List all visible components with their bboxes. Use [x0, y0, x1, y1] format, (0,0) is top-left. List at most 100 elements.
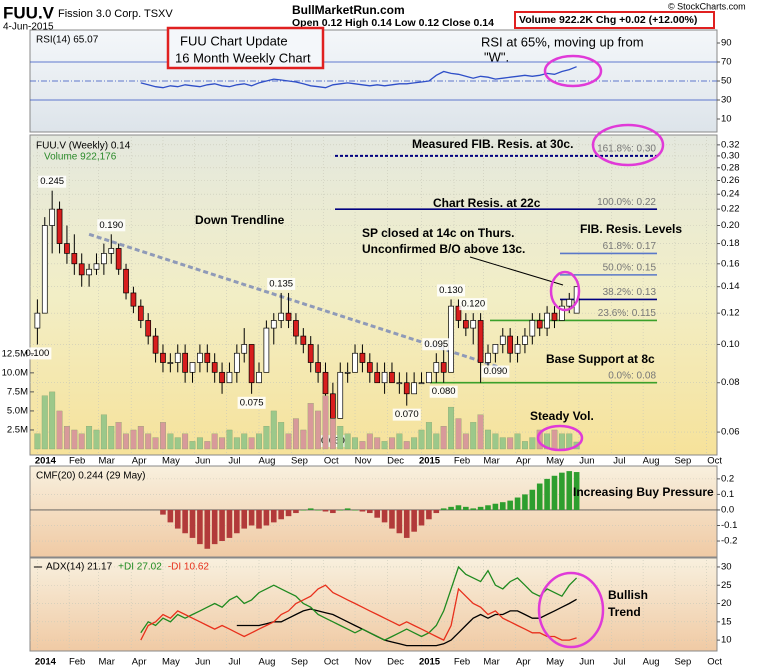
candle-body [174, 352, 181, 363]
x-tick-label: Aug [643, 657, 660, 668]
volume-change: Volume 922.2K Chg +0.02 (+12.00%) [519, 14, 697, 26]
candle-body [123, 268, 129, 294]
level-label: 161.8%: 0.30 [597, 144, 656, 155]
candle-body [566, 299, 573, 307]
bar [492, 503, 499, 510]
bar [204, 509, 211, 549]
y-tick-label: 20 [721, 598, 732, 609]
candle-body [499, 335, 506, 345]
bar [529, 489, 536, 510]
bar [285, 433, 292, 450]
bar [566, 471, 573, 510]
bar [492, 433, 499, 450]
bar [270, 509, 277, 523]
bar [463, 506, 469, 510]
note: Chart Resis. at 22c [433, 196, 541, 210]
marks: 90 70 50 30 10 RSI(14) 65.07 0.320.300.28 0.26 0… [2, 35, 740, 668]
y-tick-label: -0.2 [721, 536, 737, 547]
note: 16 Month Weekly Chart [175, 50, 311, 65]
x-tick-label: Jun [195, 657, 210, 668]
y-tick-label: 90 [721, 38, 732, 49]
indicator-label: FUU.V (Weekly) 0.14 [36, 141, 131, 152]
x-tick-label: May [546, 657, 564, 668]
bar [470, 422, 477, 450]
candle-body [34, 312, 41, 329]
y-tick-label: 25 [721, 580, 732, 591]
bar [307, 403, 314, 450]
bar [403, 441, 410, 450]
bar [507, 500, 513, 510]
bar [551, 429, 558, 450]
candle-body [293, 320, 299, 337]
candle-body [507, 335, 514, 354]
bar [263, 426, 270, 450]
candle-body [344, 371, 351, 374]
cmf-panel [29, 465, 718, 558]
bar [411, 509, 417, 532]
x-tick-label: Dec [387, 456, 404, 467]
candle-body [64, 243, 70, 254]
bar [573, 472, 580, 510]
price-label-bg [392, 408, 421, 421]
candle-body [285, 312, 292, 321]
candle-body [492, 344, 499, 354]
x-tick-label: Jul [228, 657, 240, 668]
bar [56, 410, 63, 450]
bar [34, 433, 41, 450]
bar [366, 433, 373, 450]
bar [374, 509, 380, 518]
bar [300, 509, 307, 511]
bar [100, 414, 107, 450]
candle-body [330, 393, 336, 419]
y-tick-label: 0.16 [721, 258, 740, 269]
x-tick-label: Mar [483, 456, 499, 467]
bar [521, 441, 528, 450]
x-tick-label: Apr [516, 456, 531, 467]
y-tick-label: -0.1 [721, 520, 737, 531]
bar [167, 509, 174, 523]
candle-body [307, 344, 314, 363]
candle-body [256, 371, 262, 384]
bar [115, 422, 122, 450]
y-tick-label: 0.08 [721, 377, 740, 388]
line [236, 598, 577, 647]
bar [256, 433, 262, 450]
x-tick-label: Feb [69, 657, 85, 668]
y-tick-label: 15 [721, 616, 732, 627]
bar [462, 433, 469, 450]
x-tick-label: Feb [454, 657, 470, 668]
candle-body [71, 253, 78, 265]
candle-body [241, 344, 248, 354]
bar [152, 437, 159, 450]
candle-body [167, 362, 174, 364]
candle-body [411, 382, 417, 395]
price-label-bg [459, 298, 488, 311]
candle-body [352, 352, 358, 373]
indicator-label: CMF(20) 0.244 (29 May) [36, 471, 145, 482]
bar [197, 509, 203, 545]
note: Steady Vol. [530, 409, 594, 423]
candle-body [197, 352, 203, 363]
candle-body [440, 362, 447, 373]
highlight-ellipse [549, 270, 581, 312]
bar [160, 509, 166, 515]
note: Base Support at 8c [546, 352, 655, 366]
x-tick-label: Oct [707, 456, 722, 467]
bar [241, 433, 248, 450]
y-tick-label: 30 [721, 95, 732, 106]
bar [344, 433, 351, 450]
y-tick-label: 7.5M [7, 386, 28, 397]
level-label: 100.0%: 0.22 [597, 197, 656, 208]
bar [344, 508, 351, 510]
bar [322, 509, 329, 512]
bar [507, 437, 514, 450]
candle-body [544, 312, 550, 329]
y-tick-label: 50 [721, 76, 732, 87]
bar [322, 395, 329, 450]
candle-body [49, 208, 56, 226]
candle-body [529, 320, 536, 337]
price-label-bg [38, 175, 67, 188]
indicator-label: RSI(14) 65.07 [36, 35, 99, 46]
bar [477, 506, 484, 510]
